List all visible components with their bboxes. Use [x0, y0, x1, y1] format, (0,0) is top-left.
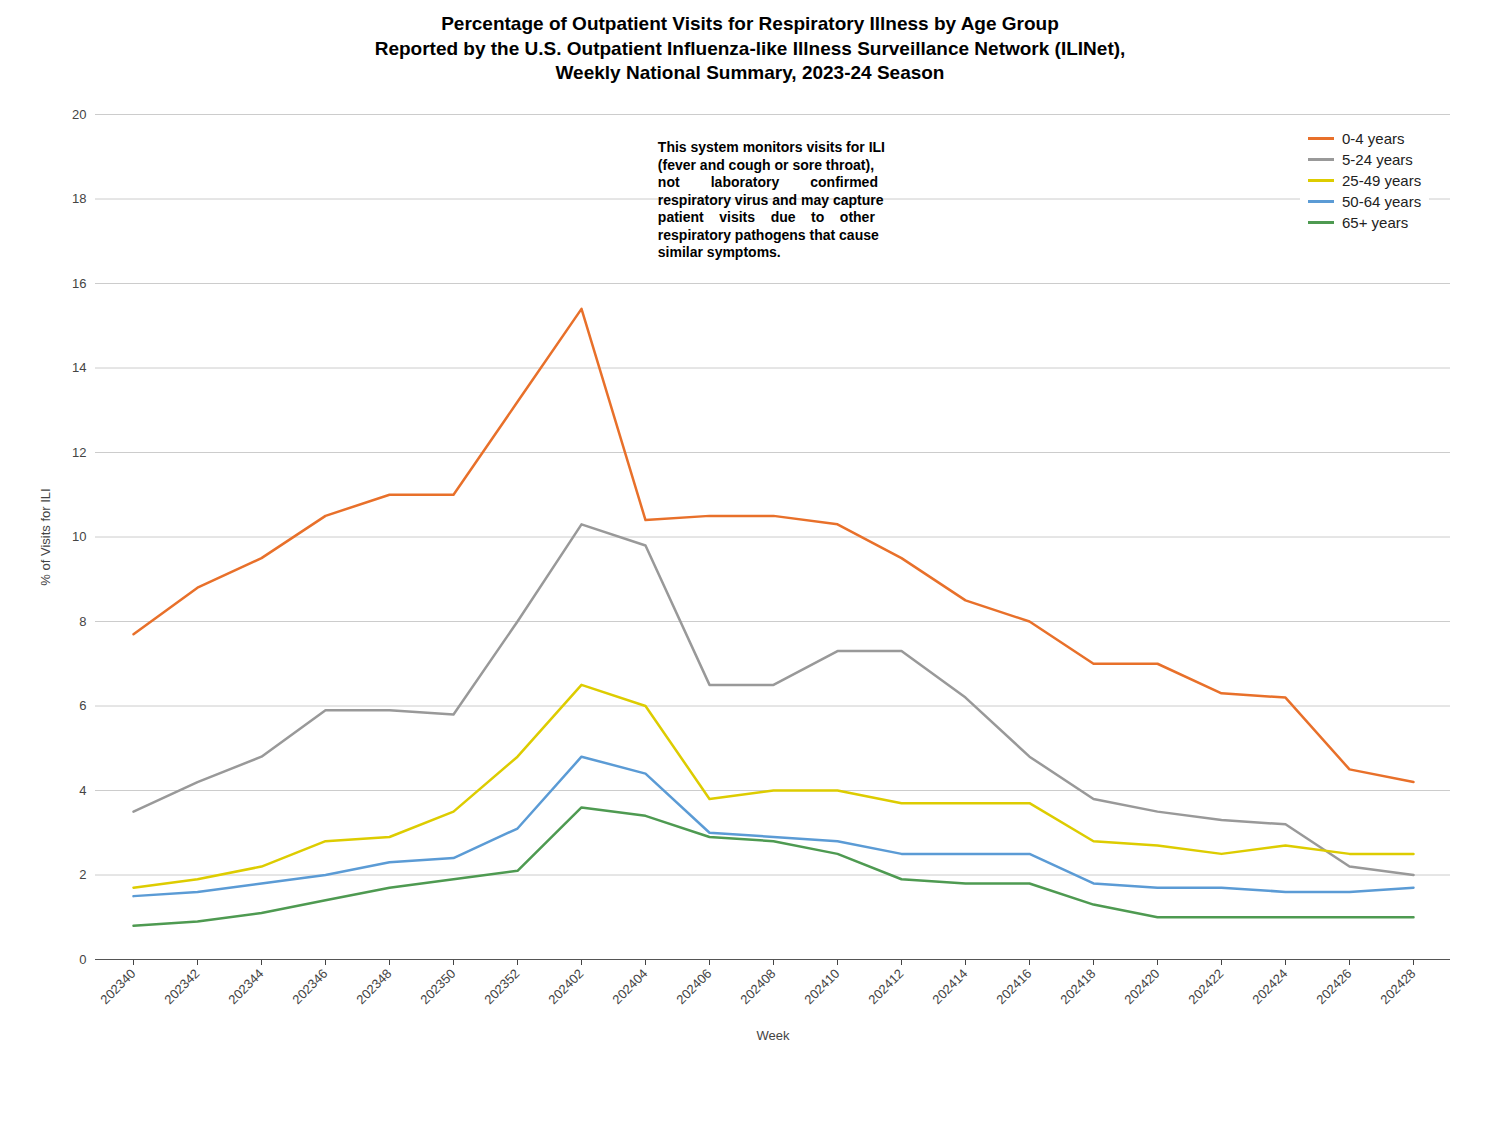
svg-text:202402: 202402: [545, 966, 586, 1007]
svg-text:18: 18: [72, 191, 86, 206]
svg-text:14: 14: [72, 360, 86, 375]
svg-text:202428: 202428: [1377, 966, 1418, 1007]
svg-text:4: 4: [79, 783, 86, 798]
svg-text:20: 20: [72, 107, 86, 122]
svg-text:202420: 202420: [1121, 966, 1162, 1007]
svg-text:10: 10: [72, 529, 86, 544]
svg-text:16: 16: [72, 276, 86, 291]
svg-text:202424: 202424: [1249, 966, 1290, 1007]
svg-text:202404: 202404: [609, 966, 650, 1007]
svg-text:8: 8: [79, 614, 86, 629]
svg-text:202340: 202340: [97, 966, 138, 1007]
svg-text:2: 2: [79, 867, 86, 882]
svg-text:202342: 202342: [161, 966, 202, 1007]
svg-text:202410: 202410: [801, 966, 842, 1007]
svg-text:% of Visits for ILI: % of Visits for ILI: [38, 488, 53, 585]
svg-text:202408: 202408: [737, 966, 778, 1007]
svg-text:202346: 202346: [289, 966, 330, 1007]
svg-text:202348: 202348: [353, 966, 394, 1007]
svg-text:Week: Week: [757, 1028, 790, 1043]
svg-text:202406: 202406: [673, 966, 714, 1007]
svg-text:202414: 202414: [929, 966, 970, 1007]
svg-text:202352: 202352: [481, 966, 522, 1007]
svg-text:6: 6: [79, 698, 86, 713]
svg-text:202422: 202422: [1185, 966, 1226, 1007]
svg-text:202426: 202426: [1313, 966, 1354, 1007]
svg-text:202416: 202416: [993, 966, 1034, 1007]
svg-text:202412: 202412: [865, 966, 906, 1007]
svg-text:202344: 202344: [225, 966, 266, 1007]
svg-text:202418: 202418: [1057, 966, 1098, 1007]
svg-text:12: 12: [72, 445, 86, 460]
svg-text:This system monitors visits fo: This system monitors visits for ILI(feve…: [658, 139, 885, 260]
svg-text:202350: 202350: [417, 966, 458, 1007]
svg-text:0: 0: [79, 952, 86, 967]
